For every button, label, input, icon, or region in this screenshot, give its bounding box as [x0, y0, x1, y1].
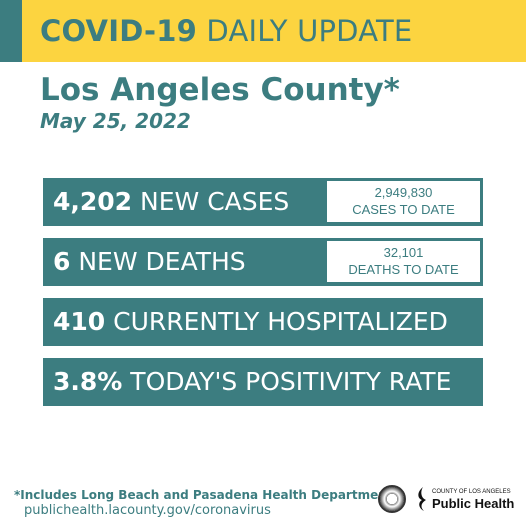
- stat-label: CURRENTLY HOSPITALIZED: [113, 307, 448, 336]
- location-title: Los Angeles County*: [40, 72, 400, 108]
- stat-label: NEW DEATHS: [78, 247, 246, 276]
- website-link[interactable]: publichealth.lacounty.gov/coronavirus: [24, 503, 271, 518]
- banner-title: COVID-19 DAILY UPDATE: [40, 13, 412, 49]
- stat-hospitalized: 410 CURRENTLY HOSPITALIZED: [43, 298, 483, 346]
- stat-label: TODAY'S POSITIVITY RATE: [130, 367, 452, 396]
- stat-value: 6: [53, 247, 71, 276]
- banner-accent: [0, 0, 22, 62]
- stat-label: NEW CASES: [140, 187, 290, 216]
- public-health-logo-icon: [418, 487, 426, 511]
- stat-value: 4,202: [53, 187, 133, 216]
- logo-county-text: COUNTY OF LOS ANGELES: [432, 489, 511, 495]
- logo-public-health-text: Public Health: [432, 496, 515, 511]
- header-banner: COVID-19 DAILY UPDATE: [0, 0, 526, 62]
- report-date: May 25, 2022: [40, 109, 191, 133]
- county-seal-icon: [378, 485, 406, 513]
- stat-value: 410: [53, 307, 106, 336]
- stat-new-deaths: 6 NEW DEATHS 32,101 DEATHS TO DATE: [43, 238, 483, 286]
- banner-title-rest: DAILY UPDATE: [206, 14, 413, 48]
- footnote: *Includes Long Beach and Pasadena Health…: [14, 488, 400, 502]
- stat-new-cases: 4,202 NEW CASES 2,949,830 CASES TO DATE: [43, 178, 483, 226]
- stat-positivity-rate: 3.8% TODAY'S POSITIVITY RATE: [43, 358, 483, 406]
- todate-value: 2,949,830: [374, 185, 433, 200]
- todate-label: DEATHS TO DATE: [348, 262, 459, 277]
- todate-label: CASES TO DATE: [352, 202, 455, 217]
- deaths-to-date: 32,101 DEATHS TO DATE: [327, 241, 480, 282]
- todate-value: 32,101: [383, 245, 424, 260]
- stat-value: 3.8%: [53, 367, 123, 396]
- banner-title-bold: COVID-19: [40, 14, 197, 48]
- cases-to-date: 2,949,830 CASES TO DATE: [327, 181, 480, 222]
